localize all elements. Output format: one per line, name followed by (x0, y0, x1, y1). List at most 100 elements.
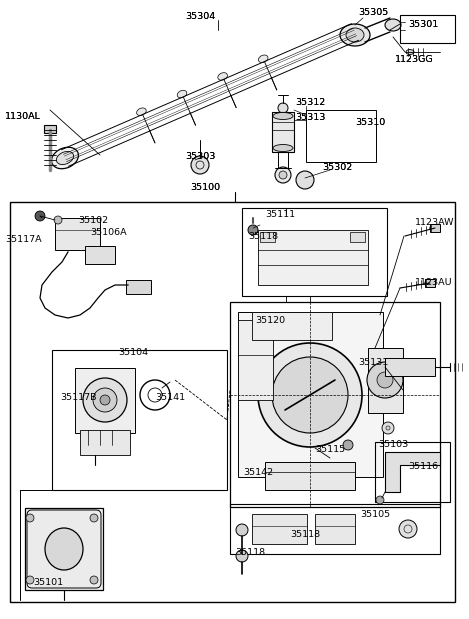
Text: 35111: 35111 (265, 210, 295, 219)
Bar (252, 312, 332, 340)
Bar (10, 202, 455, 602)
Ellipse shape (258, 55, 268, 63)
Bar (306, 110, 376, 162)
Text: 35102: 35102 (78, 216, 108, 225)
FancyBboxPatch shape (27, 510, 101, 588)
Text: 35303: 35303 (185, 152, 215, 161)
Circle shape (236, 550, 248, 562)
Text: 35310: 35310 (355, 118, 385, 127)
Text: 35305: 35305 (358, 8, 388, 17)
Ellipse shape (45, 528, 83, 570)
Circle shape (90, 514, 98, 522)
Text: 35313: 35313 (295, 113, 325, 122)
Text: 35302: 35302 (322, 163, 352, 172)
Text: 35301: 35301 (408, 20, 438, 29)
Ellipse shape (52, 147, 78, 169)
Circle shape (83, 378, 127, 422)
Ellipse shape (385, 19, 401, 31)
Bar (350, 232, 365, 242)
Bar (55, 218, 100, 250)
Text: 1123AW: 1123AW (415, 218, 454, 227)
Circle shape (296, 171, 314, 189)
Circle shape (376, 496, 384, 504)
Ellipse shape (56, 152, 74, 165)
Circle shape (100, 395, 110, 405)
Ellipse shape (177, 90, 187, 98)
Circle shape (35, 211, 45, 221)
Text: 1123GG: 1123GG (395, 55, 434, 64)
Circle shape (236, 524, 248, 536)
Bar (52, 350, 227, 490)
Circle shape (278, 103, 288, 113)
Bar (75, 368, 135, 433)
Ellipse shape (340, 24, 370, 46)
Text: 35120: 35120 (255, 316, 285, 325)
Text: 35101: 35101 (33, 578, 63, 587)
Ellipse shape (218, 72, 227, 80)
Circle shape (191, 156, 209, 174)
Circle shape (272, 357, 348, 433)
Bar (258, 230, 368, 285)
Text: 35115: 35115 (315, 445, 345, 454)
Text: 35304: 35304 (185, 12, 215, 21)
Text: 1130AL: 1130AL (5, 112, 41, 121)
Bar (80, 430, 130, 455)
Text: 35303: 35303 (185, 152, 215, 161)
Bar (242, 208, 387, 296)
Ellipse shape (273, 144, 293, 152)
Bar (315, 514, 355, 544)
Circle shape (248, 225, 258, 235)
Bar (368, 348, 403, 413)
Bar (272, 112, 294, 152)
Text: 35118: 35118 (248, 232, 278, 241)
Text: 1123GG: 1123GG (395, 55, 434, 64)
Text: 35106A: 35106A (90, 228, 127, 237)
Text: 35142: 35142 (243, 468, 273, 477)
Bar (430, 224, 440, 232)
Ellipse shape (273, 113, 293, 119)
Circle shape (382, 422, 394, 434)
Ellipse shape (425, 280, 435, 287)
Text: 1130AL: 1130AL (5, 112, 41, 121)
Ellipse shape (346, 28, 364, 42)
Polygon shape (385, 452, 440, 492)
Text: 35118: 35118 (290, 530, 320, 539)
Bar (238, 312, 383, 477)
Bar (44, 125, 56, 133)
Text: 35301: 35301 (408, 20, 438, 29)
Bar (385, 358, 435, 376)
Text: 35103: 35103 (378, 440, 408, 449)
Bar (238, 320, 273, 400)
Text: 35117A: 35117A (5, 235, 42, 244)
Text: 35104: 35104 (118, 348, 148, 357)
Ellipse shape (430, 225, 440, 232)
Text: 35305: 35305 (358, 8, 388, 17)
Bar (252, 514, 307, 544)
Text: 35141: 35141 (155, 393, 185, 402)
Text: 35310: 35310 (355, 118, 385, 127)
Circle shape (343, 440, 353, 450)
Bar (230, 504, 440, 554)
Ellipse shape (406, 50, 414, 54)
Text: 35313: 35313 (295, 113, 325, 122)
Circle shape (54, 216, 62, 224)
Text: 35105: 35105 (360, 510, 390, 519)
Bar (85, 246, 115, 264)
Circle shape (93, 388, 117, 412)
Bar (375, 442, 450, 502)
Text: 35118: 35118 (235, 548, 265, 557)
Circle shape (275, 167, 291, 183)
Circle shape (377, 372, 393, 388)
Circle shape (367, 362, 403, 398)
Text: 35312: 35312 (295, 98, 325, 107)
Ellipse shape (136, 108, 146, 116)
Text: 35131: 35131 (358, 358, 388, 367)
Bar (126, 280, 151, 294)
Text: 35116: 35116 (408, 462, 438, 471)
Text: 35117B: 35117B (60, 393, 97, 402)
Circle shape (26, 514, 34, 522)
Bar (25, 508, 103, 590)
Circle shape (279, 171, 287, 179)
Bar (230, 302, 440, 507)
Circle shape (258, 343, 362, 447)
